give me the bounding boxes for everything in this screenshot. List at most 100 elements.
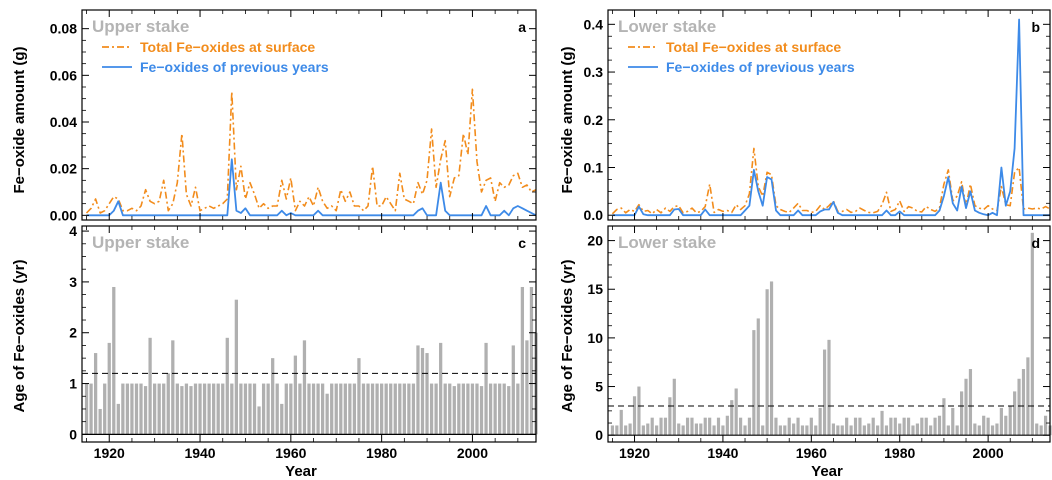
axes-frame-a [81,9,537,221]
bar-d-1921 [637,386,641,436]
bar-c-1953 [257,406,261,435]
ytick-label-b-0: 0.0 [584,207,604,223]
bar-d-1933 [690,417,694,436]
bar-d-2009 [1026,357,1030,436]
bar-c-1921 [112,286,116,435]
bar-c-1940 [198,383,202,435]
bar-c-1926 [134,383,139,435]
ytick-label-d-1: 5 [595,379,603,395]
bar-c-1955 [266,383,270,435]
bar-d-1999 [982,415,986,436]
bar-c-1952 [252,383,257,435]
bar-c-1981 [384,383,388,435]
panel-c-chart: 0 1 2 3 4 1920 1940 1960 1980 2000 Upper stake c [69,223,538,461]
bar-c-1988 [416,345,420,435]
bar-d-1953 [778,425,782,436]
panel-d-chart: 0 5 10 15 20 1920 1940 1960 1980 2000 Lower stake d [587,225,1052,461]
bar-c-1978 [370,383,375,435]
bar-d-1956 [792,423,796,436]
ytick-label-a-3: 0.06 [50,67,77,83]
bar-d-1935 [699,423,703,436]
bar-c-1928 [143,386,148,435]
panel-letter-d: d [1031,235,1040,251]
bar-c-1993 [439,342,443,435]
series-line-b-0 [611,147,1051,215]
bar-c-1971 [339,383,343,435]
bar-c-1982 [389,383,393,435]
bar-d-1925 [655,425,659,436]
panel-a-chart: Total Fe−oxides at surface Fe−oxides of p… [50,9,537,223]
bar-c-2011 [520,286,525,435]
bar-c-1979 [375,383,379,435]
bar-c-1991 [429,383,434,435]
bar-c-2013 [529,286,534,435]
bar-d-1930 [677,423,681,436]
panel-letter-a: a [518,19,526,35]
x-axis-label-d: Year [811,463,843,480]
bar-c-1994 [443,383,447,435]
bar-d-1919 [628,423,632,436]
bar-c-1945 [221,383,225,435]
bar-c-1957 [275,383,279,435]
bar-d-1991 [946,425,950,436]
bar-c-1916 [89,383,93,435]
bar-c-2006 [498,383,502,435]
bar-c-1985 [402,383,406,435]
bar-d-1989 [937,415,942,436]
bar-c-1963 [302,340,307,435]
bar-d-1980 [898,423,902,436]
bar-c-2009 [511,345,515,435]
bar-d-1941 [725,415,729,436]
axes-frame-c [81,225,537,443]
bar-d-1948 [756,318,760,436]
bar-c-1934 [171,340,175,435]
bar-c-1924 [125,383,130,435]
bar-d-1964 [827,339,831,436]
bar-c-1992 [434,383,438,435]
bar-c-1984 [398,383,402,435]
ytick-label-d-4: 20 [587,233,603,249]
ytick-label-c-1: 1 [69,376,77,392]
bar-c-1954 [261,383,266,435]
bar-d-1987 [929,425,933,436]
bar-c-1935 [175,383,179,435]
bar-c-1964 [307,383,311,435]
bar-c-1956 [271,358,275,435]
bar-d-1995 [964,378,968,436]
bar-d-1960 [809,417,813,436]
bar-d-1920 [632,396,637,436]
bar-d-1946 [747,417,752,436]
bar-c-1932 [162,383,166,435]
bar-c-1918 [98,408,102,435]
bar-c-2001 [475,383,479,435]
bar-d-1928 [668,397,672,436]
bar-c-1936 [180,386,184,435]
ytick-label-c-3: 3 [69,274,77,290]
xtick-label-c-3: 1980 [366,445,397,461]
bar-d-1974 [871,417,875,436]
panel-title-a: Upper stake [92,17,189,36]
bar-c-2007 [502,383,506,435]
bar-c-1949 [239,383,243,435]
bar-d-2006 [1013,391,1017,436]
bar-d-1985 [920,417,924,436]
panel-letter-b: b [1031,19,1040,35]
bar-c-1998 [461,383,465,435]
bar-d-1996 [968,369,973,436]
ytick-label-d-0: 0 [595,427,603,443]
y-axis-label-a: Fe−oxide amount (g) [11,46,28,193]
bar-d-1977 [884,425,889,436]
bar-c-1977 [366,383,370,435]
axes-frame-b [607,9,1051,221]
bar-d-1971 [858,417,862,436]
ytick-label-c-2: 2 [69,325,77,341]
xtick-label-c-4: 2000 [457,445,488,461]
ytick-label-b-4: 0.4 [584,16,604,32]
bar-d-1955 [787,417,791,436]
bar-d-1958 [800,425,805,436]
bar-c-1999 [466,383,470,435]
y-axis-label-d: Age of Fe−oxides (yr) [559,260,576,413]
bar-d-1967 [840,425,844,436]
bar-c-1996 [452,386,456,435]
